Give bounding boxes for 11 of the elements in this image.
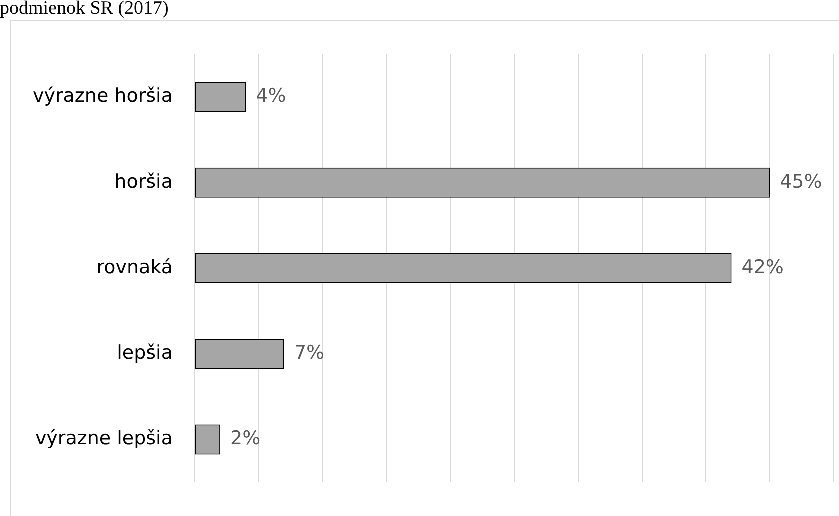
data-label: 42% [742,256,784,278]
y-tick-label: výrazne lepšia [35,428,173,450]
data-label: 2% [230,428,261,450]
y-tick-label: výrazne horšia [32,85,173,108]
data-label: 4% [256,85,286,108]
chart-title: podmienok SR (2017) [0,0,169,20]
y-tick-label: rovnaká [96,256,173,278]
data-label: 7% [294,342,325,364]
y-tick-label: lepšia [117,342,173,364]
y-tick-label: horšia [114,170,173,193]
data-label: 45% [780,170,822,193]
